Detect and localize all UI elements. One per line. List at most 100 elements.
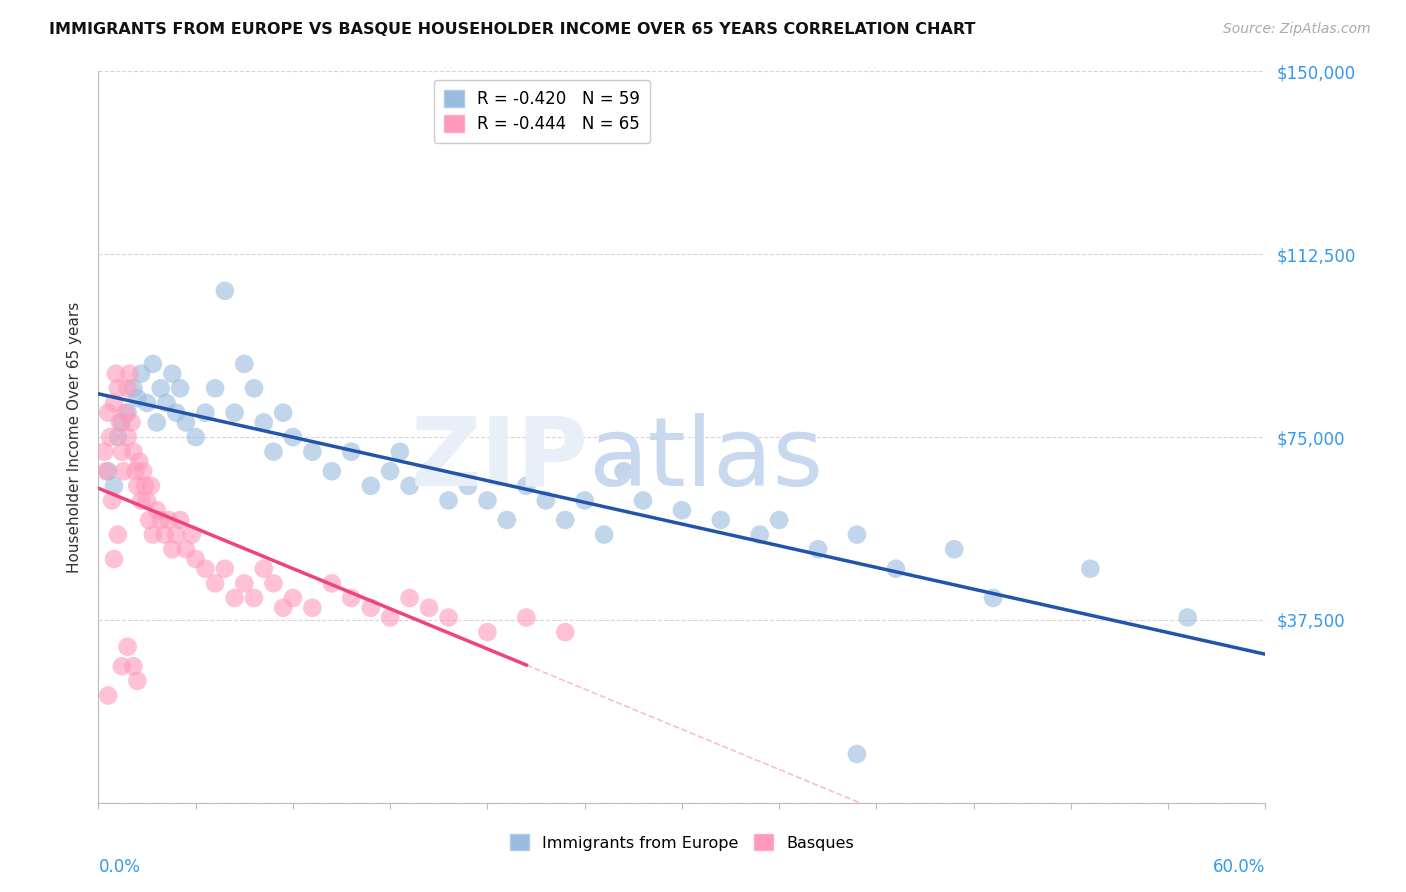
Point	[271, 600, 294, 615]
Point	[103, 552, 125, 566]
Point	[214, 562, 236, 576]
Point	[142, 527, 165, 541]
Point	[111, 416, 134, 430]
Point	[117, 640, 139, 654]
Point	[104, 367, 127, 381]
Point	[515, 479, 537, 493]
Point	[122, 381, 145, 395]
Point	[437, 610, 460, 624]
Point	[380, 610, 402, 624]
Point	[380, 464, 402, 478]
Point	[631, 493, 654, 508]
Point	[118, 367, 141, 381]
Point	[132, 464, 155, 478]
Point	[153, 527, 176, 541]
Point	[124, 464, 146, 478]
Point	[134, 479, 156, 493]
Point	[360, 600, 382, 615]
Point	[107, 430, 129, 444]
Point	[162, 542, 184, 557]
Point	[162, 367, 184, 381]
Point	[204, 381, 226, 395]
Text: ZIP: ZIP	[411, 412, 589, 506]
Point	[340, 591, 363, 605]
Text: 60.0%: 60.0%	[1213, 858, 1265, 876]
Y-axis label: Householder Income Over 65 years: Householder Income Over 65 years	[67, 301, 83, 573]
Point	[262, 576, 284, 591]
Point	[112, 464, 135, 478]
Point	[262, 444, 284, 458]
Point	[671, 503, 693, 517]
Point	[748, 527, 770, 541]
Point	[574, 493, 596, 508]
Point	[281, 591, 304, 605]
Point	[136, 396, 159, 410]
Point	[127, 673, 149, 688]
Point	[155, 396, 177, 410]
Point	[281, 430, 304, 444]
Point	[97, 406, 120, 420]
Point	[174, 542, 197, 557]
Point	[98, 430, 121, 444]
Text: Source: ZipAtlas.com: Source: ZipAtlas.com	[1223, 22, 1371, 37]
Point	[146, 503, 169, 517]
Point	[398, 591, 420, 605]
Point	[534, 493, 557, 508]
Point	[146, 416, 169, 430]
Point	[515, 610, 537, 624]
Point	[321, 464, 343, 478]
Point	[139, 479, 162, 493]
Point	[96, 464, 118, 478]
Text: 0.0%: 0.0%	[98, 858, 141, 876]
Point	[121, 416, 143, 430]
Point	[194, 562, 217, 576]
Point	[418, 464, 440, 478]
Point	[768, 513, 790, 527]
Point	[117, 430, 139, 444]
Point	[111, 444, 134, 458]
Point	[360, 479, 382, 493]
Point	[136, 493, 159, 508]
Text: IMMIGRANTS FROM EUROPE VS BASQUE HOUSEHOLDER INCOME OVER 65 YEARS CORRELATION CH: IMMIGRANTS FROM EUROPE VS BASQUE HOUSEHO…	[49, 22, 976, 37]
Point	[174, 416, 197, 430]
Point	[93, 444, 115, 458]
Point	[101, 493, 124, 508]
Point	[184, 552, 207, 566]
Text: atlas: atlas	[589, 412, 824, 506]
Point	[114, 406, 136, 420]
Point	[122, 444, 145, 458]
Point	[233, 576, 256, 591]
Point	[107, 527, 129, 541]
Point	[117, 406, 139, 420]
Point	[107, 381, 129, 395]
Point	[233, 357, 256, 371]
Point	[165, 527, 187, 541]
Point	[127, 479, 149, 493]
Point	[103, 396, 125, 410]
Point	[593, 527, 616, 541]
Point	[129, 367, 152, 381]
Point	[97, 464, 120, 478]
Point	[157, 513, 180, 527]
Point	[554, 625, 576, 640]
Point	[321, 576, 343, 591]
Point	[243, 381, 266, 395]
Point	[340, 444, 363, 458]
Point	[224, 406, 246, 420]
Point	[184, 430, 207, 444]
Point	[398, 479, 420, 493]
Point	[108, 416, 131, 430]
Point	[613, 464, 636, 478]
Point	[129, 493, 152, 508]
Point	[477, 493, 499, 508]
Point	[149, 513, 172, 527]
Point	[165, 406, 187, 420]
Point	[846, 527, 869, 541]
Point	[194, 406, 217, 420]
Point	[204, 576, 226, 591]
Point	[301, 600, 323, 615]
Point	[224, 591, 246, 605]
Point	[437, 493, 460, 508]
Point	[243, 591, 266, 605]
Point	[388, 444, 411, 458]
